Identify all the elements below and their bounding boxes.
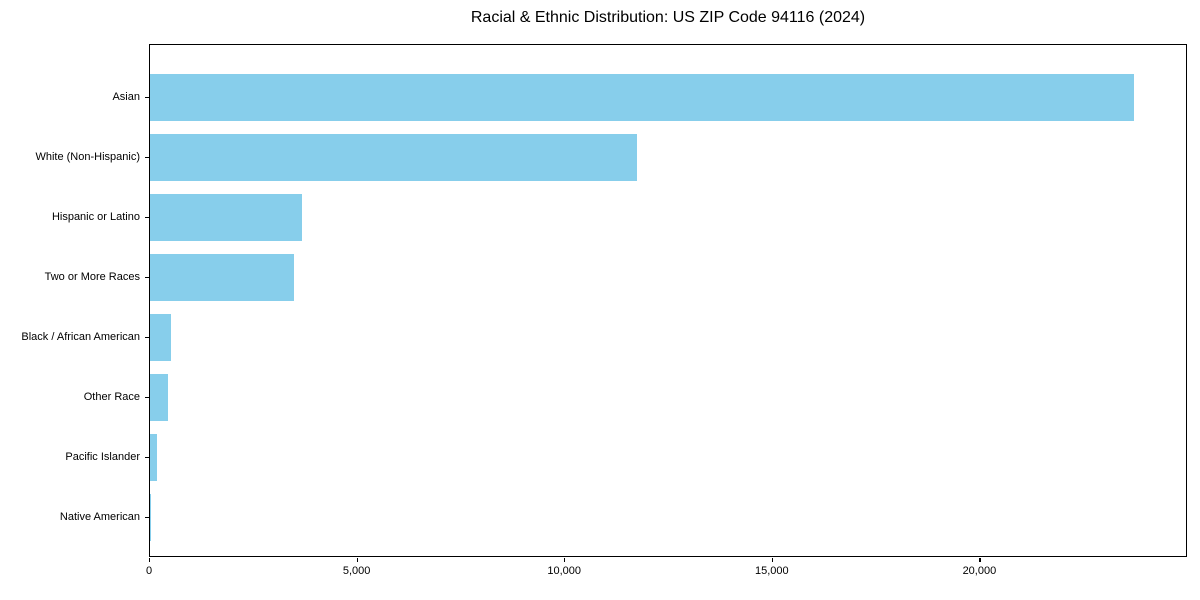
x-tick-label: 20,000 (962, 565, 997, 577)
y-axis-label-native-american: Native American (59, 510, 140, 523)
y-axis-label-two-or-more-races: Two or More Races (44, 270, 140, 283)
bar-other-race (150, 374, 168, 421)
y-tick-mark (144, 396, 149, 399)
bars-container (150, 45, 1186, 556)
bar-native-american (150, 494, 152, 541)
bar-white-non-hispanic (150, 134, 637, 181)
y-tick-mark (144, 336, 149, 339)
y-axis-label-pacific-islander: Pacific Islander (65, 450, 140, 463)
y-tick-mark (144, 216, 149, 219)
y-tick-mark (144, 156, 149, 159)
y-axis-label-white-non-hispanic: White (Non-Hispanic) (35, 150, 140, 163)
x-tick-label: 15,000 (754, 565, 789, 577)
x-axis: 0 5,000 10,000 15,000 20,000 (145, 557, 1187, 591)
y-tick-mark (144, 276, 149, 279)
y-axis-label-hispanic-or-latino: Hispanic or Latino (51, 210, 140, 223)
bar-asian (150, 74, 1135, 121)
y-axis-labels: Asian White (Non-Hispanic) Hispanic or Lat… (0, 44, 149, 557)
y-tick-mark (144, 516, 149, 519)
y-tick-mark (144, 96, 149, 99)
x-tick-mark (149, 557, 151, 562)
bar-two-or-more-races (150, 254, 295, 301)
x-tick-mark (356, 557, 358, 562)
y-axis-label-black-african-american: Black / African American (21, 330, 140, 343)
x-tick-mark (979, 557, 981, 562)
x-tick-mark (564, 557, 566, 562)
y-tick-mark (144, 456, 149, 459)
chart-title: Racial & Ethnic Distribution: US ZIP Cod… (470, 9, 866, 26)
x-tick-mark (771, 557, 773, 562)
x-tick-label: 5,000 (342, 565, 371, 577)
plot-area (144, 44, 1187, 557)
x-tick-label: 0 (145, 565, 153, 577)
x-tick-label: 10,000 (547, 565, 582, 577)
bar-black-african-american (150, 314, 171, 361)
bar-pacific-islander (150, 434, 157, 481)
y-axis-label-other-race: Other Race (83, 390, 140, 403)
y-axis-label-asian: Asian (112, 90, 140, 103)
bar-hispanic-or-latino (150, 194, 303, 241)
